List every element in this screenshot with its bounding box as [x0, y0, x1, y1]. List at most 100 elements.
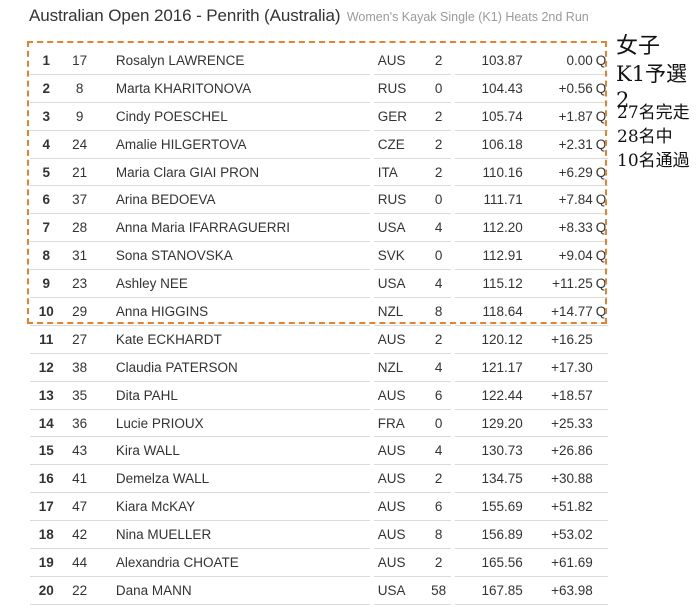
time-behind-cell: +51.82: [525, 492, 593, 522]
time-behind-cell: +11.25: [525, 269, 593, 299]
penalty-cell: 6: [426, 381, 453, 410]
nation-cell: GER: [369, 102, 427, 131]
time-behind-cell: +2.31: [525, 130, 593, 159]
time-behind-cell: +7.84: [525, 185, 593, 215]
time-cell: 120.12: [450, 325, 526, 354]
time-cell: 106.18: [450, 130, 526, 159]
penalty-cell: 4: [426, 436, 453, 466]
nation-cell: NZL: [369, 353, 427, 382]
time-behind-cell: +53.02: [525, 520, 593, 550]
bib-cell: 28: [62, 213, 97, 243]
note-line-4: 28名中: [617, 127, 673, 147]
bib-cell: 9: [62, 102, 97, 131]
athlete-name-cell: Amalie HILGERTOVA: [96, 130, 372, 159]
nation-cell: NZL: [369, 297, 427, 326]
rank-cell: 15: [30, 436, 63, 466]
time-behind-cell: 0.00: [525, 47, 593, 75]
penalty-cell: 2: [426, 548, 453, 577]
penalty-cell: 4: [426, 269, 453, 299]
athlete-name-cell: Rosalyn LAWRENCE: [96, 47, 372, 75]
result-row: 6 37 Arina BEDOEVA RUS 0 111.71 +7.84 Q: [30, 185, 608, 215]
time-cell: 118.64: [450, 297, 526, 326]
athlete-name-cell: Dita PAHL: [96, 381, 372, 410]
time-cell: 104.43: [450, 74, 526, 103]
note-line-5: 10名通過: [617, 151, 690, 171]
penalty-cell: 0: [426, 409, 453, 438]
time-behind-cell: +18.57: [525, 381, 593, 410]
time-behind-cell: +25.33: [525, 409, 593, 438]
time-behind-cell: +26.86: [525, 436, 593, 466]
time-behind-cell: +16.25: [525, 325, 593, 354]
result-row: 20 22 Dana MANN USA 58 167.85 +63.98: [30, 576, 608, 605]
nation-cell: AUS: [369, 520, 427, 550]
athlete-name-cell: Lucie PRIOUX: [96, 409, 372, 438]
qualified-flag-cell: [592, 353, 608, 382]
time-cell: 167.85: [450, 576, 526, 605]
result-row: 18 42 Nina MUELLER AUS 8 156.89 +53.02: [30, 520, 608, 550]
rank-cell: 4: [30, 130, 63, 159]
rank-cell: 14: [30, 409, 63, 438]
time-behind-cell: +6.29: [525, 158, 593, 187]
rank-cell: 3: [30, 102, 63, 131]
penalty-cell: 0: [426, 74, 453, 103]
nation-cell: SVK: [369, 241, 427, 271]
time-behind-cell: +30.88: [525, 464, 593, 494]
qualified-flag-cell: Q: [592, 158, 608, 187]
time-cell: 121.17: [450, 353, 526, 382]
bib-cell: 23: [62, 269, 97, 299]
result-row: 19 44 Alexandria CHOATE AUS 2 165.56 +61.69: [30, 548, 608, 577]
result-row: 17 47 Kiara McKAY AUS 6 155.69 +51.82: [30, 492, 608, 522]
note-line-1: 女子: [616, 34, 661, 59]
result-row: 10 29 Anna HIGGINS NZL 8 118.64 +14.77 Q: [30, 297, 608, 326]
nation-cell: USA: [369, 269, 427, 299]
penalty-cell: 0: [426, 185, 453, 215]
nation-cell: USA: [369, 213, 427, 243]
penalty-cell: 8: [426, 297, 453, 326]
nation-cell: RUS: [369, 74, 427, 103]
bib-cell: 24: [62, 130, 97, 159]
athlete-name-cell: Kate ECKHARDT: [96, 325, 372, 354]
bib-cell: 17: [62, 47, 97, 75]
time-cell: 111.71: [450, 185, 526, 215]
result-row: 9 23 Ashley NEE USA 4 115.12 +11.25 Q: [30, 269, 608, 299]
bib-cell: 44: [62, 548, 97, 577]
athlete-name-cell: Anna HIGGINS: [96, 297, 372, 326]
penalty-cell: 58: [426, 576, 453, 605]
penalty-cell: 2: [426, 158, 453, 187]
penalty-cell: 2: [426, 102, 453, 131]
athlete-name-cell: Sona STANOVSKA: [96, 241, 372, 271]
nation-cell: AUS: [369, 464, 427, 494]
note-line-2: K1予選2: [616, 62, 688, 112]
penalty-cell: 2: [426, 464, 453, 494]
rank-cell: 6: [30, 185, 63, 215]
athlete-name-cell: Nina MUELLER: [96, 520, 372, 550]
bib-cell: 38: [62, 353, 97, 382]
qualified-flag-cell: Q: [592, 102, 608, 131]
qualified-flag-cell: Q: [592, 47, 608, 75]
penalty-cell: 2: [426, 325, 453, 354]
nation-cell: AUS: [369, 492, 427, 522]
bib-cell: 37: [62, 185, 97, 215]
nation-cell: AUS: [369, 436, 427, 466]
qualified-flag-cell: [592, 576, 608, 605]
rank-cell: 13: [30, 381, 63, 410]
nation-cell: ITA: [369, 158, 427, 187]
result-row: 15 43 Kira WALL AUS 4 130.73 +26.86: [30, 436, 608, 466]
rank-cell: 19: [30, 548, 63, 577]
bib-cell: 29: [62, 297, 97, 326]
time-cell: 105.74: [450, 102, 526, 131]
time-cell: 155.69: [450, 492, 526, 522]
bib-cell: 36: [62, 409, 97, 438]
rank-cell: 12: [30, 353, 63, 382]
nation-cell: FRA: [369, 409, 427, 438]
result-row: 8 31 Sona STANOVSKA SVK 0 112.91 +9.04 Q: [30, 241, 608, 271]
rank-cell: 17: [30, 492, 63, 522]
time-cell: 156.89: [450, 520, 526, 550]
result-row: 3 9 Cindy POESCHEL GER 2 105.74 +1.87 Q: [30, 102, 608, 131]
athlete-name-cell: Claudia PATERSON: [96, 353, 372, 382]
athlete-name-cell: Anna Maria IFARRAGUERRI: [96, 213, 372, 243]
qualified-flag-cell: Q: [592, 241, 608, 271]
results-body: 1 17 Rosalyn LAWRENCE AUS 2 103.87 0.00 Q 2 8 Mart…: [30, 47, 608, 605]
nation-cell: USA: [369, 576, 427, 605]
result-row: 14 36 Lucie PRIOUX FRA 0 129.20 +25.33: [30, 409, 608, 438]
